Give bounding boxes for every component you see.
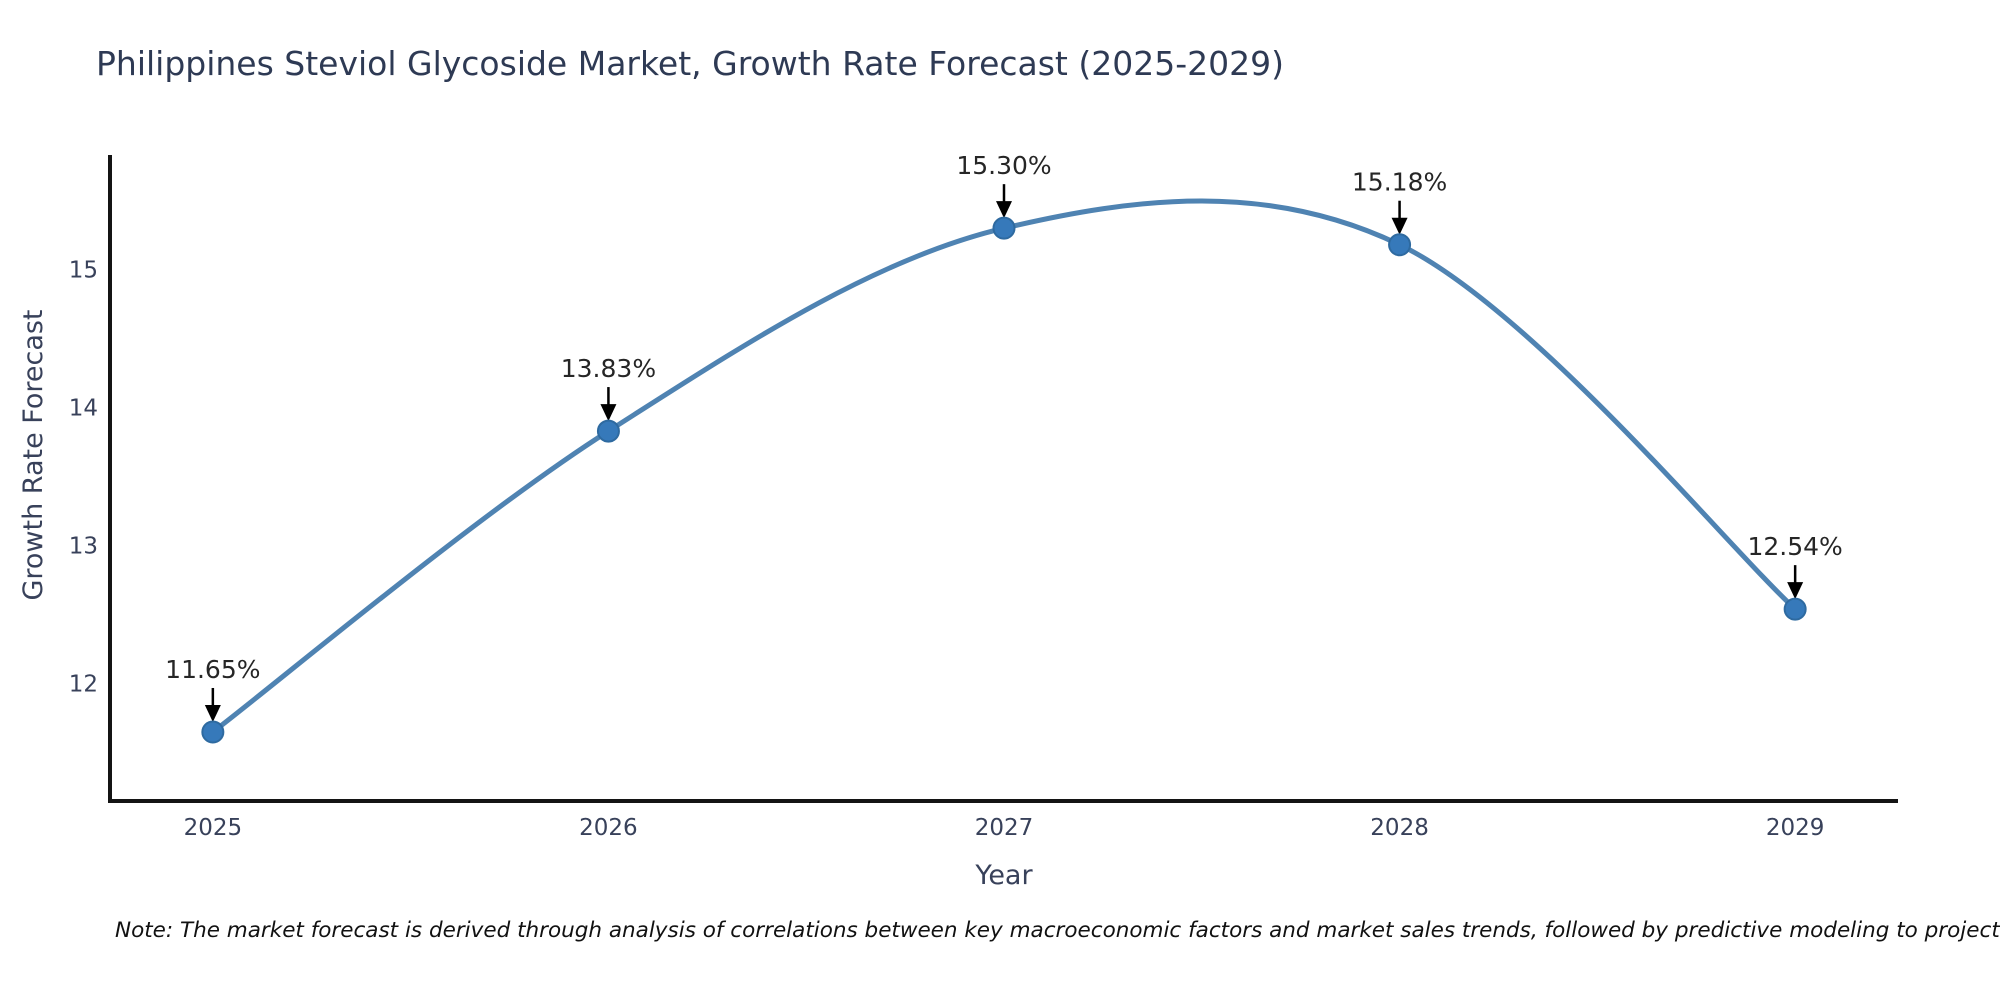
- footnote: Note: The market forecast is derived thr…: [115, 918, 2000, 943]
- annotation-arrow-head: [1391, 217, 1408, 235]
- y-tick-label: 15: [69, 258, 98, 284]
- x-tick-label: 2025: [184, 815, 243, 841]
- chart-title: Philippines Steviol Glycoside Market, Gr…: [96, 44, 1284, 83]
- data-label-2029: 12.54%: [1747, 532, 1842, 561]
- annotation-arrow-head: [204, 704, 221, 722]
- data-label-2025: 11.65%: [165, 655, 260, 684]
- x-axis-title: Year: [974, 860, 1033, 891]
- y-axis-title: Growth Rate Forecast: [18, 309, 49, 600]
- annotation-arrow-head: [996, 201, 1012, 219]
- trend-line: [210, 198, 1798, 735]
- x-tick-label: 2028: [1370, 815, 1429, 841]
- x-tick-label: 2029: [1766, 815, 1825, 841]
- data-point-2028[interactable]: [1388, 233, 1412, 257]
- x-tick-label: 2026: [579, 815, 638, 841]
- data-label-2028: 15.18%: [1352, 168, 1447, 197]
- data-point-2026[interactable]: [596, 419, 620, 443]
- y-tick-label: 12: [69, 672, 98, 698]
- data-label-2027: 15.30%: [956, 151, 1051, 180]
- x-tick-label: 2027: [975, 815, 1034, 841]
- annotation-arrow-head: [1787, 582, 1804, 600]
- y-tick-label: 13: [69, 534, 98, 560]
- data-label-2026: 13.83%: [561, 354, 656, 383]
- data-point-2027[interactable]: [992, 216, 1016, 240]
- data-point-2025[interactable]: [201, 720, 225, 744]
- annotation-arrow-head: [600, 404, 617, 422]
- data-point-2029[interactable]: [1783, 597, 1807, 621]
- y-tick-label: 14: [69, 396, 98, 422]
